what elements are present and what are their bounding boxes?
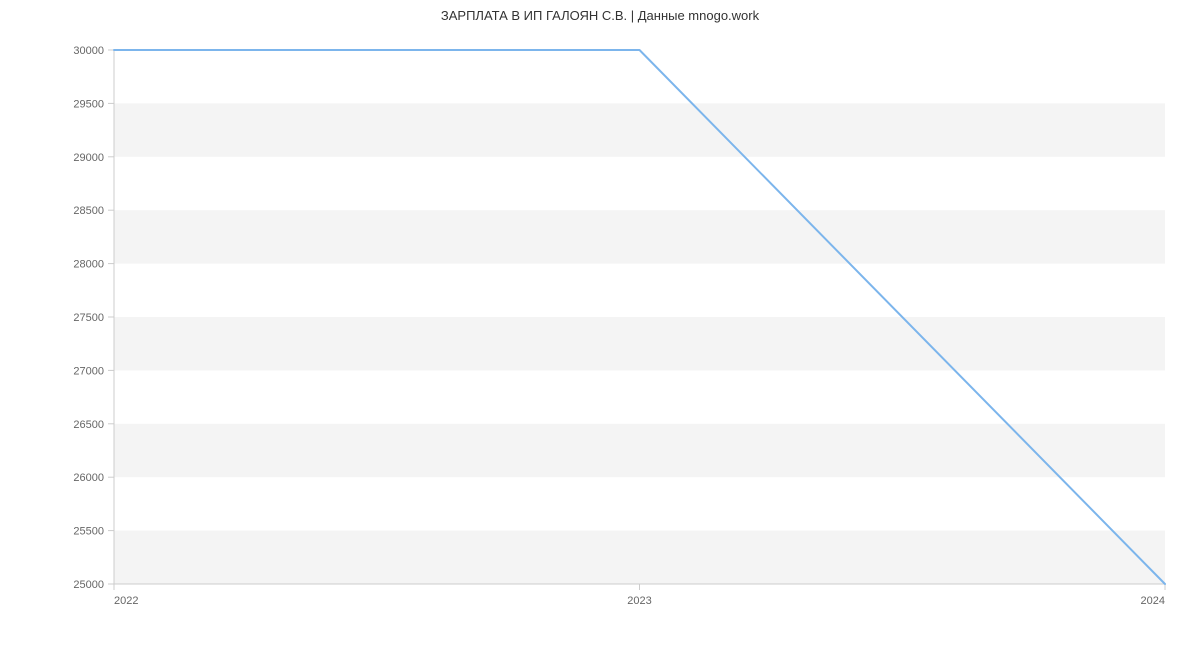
svg-text:25500: 25500: [73, 526, 104, 538]
svg-text:28000: 28000: [73, 259, 104, 271]
svg-text:2022: 2022: [114, 595, 138, 607]
salary-chart: ЗАРПЛАТА В ИП ГАЛОЯН С.В. | Данные mnogo…: [0, 0, 1200, 650]
chart-svg: 25000 25500 26000 26500 27000 27500 28000 28500…: [0, 0, 1200, 650]
svg-text:27500: 27500: [73, 312, 104, 324]
svg-text:26500: 26500: [73, 419, 104, 431]
svg-text:25000: 25000: [73, 579, 104, 591]
svg-text:28500: 28500: [73, 205, 104, 217]
svg-text:29500: 29500: [73, 98, 104, 110]
svg-text:30000: 30000: [73, 45, 104, 57]
svg-text:2024: 2024: [1141, 595, 1165, 607]
svg-text:2023: 2023: [627, 595, 651, 607]
svg-text:29000: 29000: [73, 152, 104, 164]
svg-text:26000: 26000: [73, 472, 104, 484]
svg-text:27000: 27000: [73, 365, 104, 377]
